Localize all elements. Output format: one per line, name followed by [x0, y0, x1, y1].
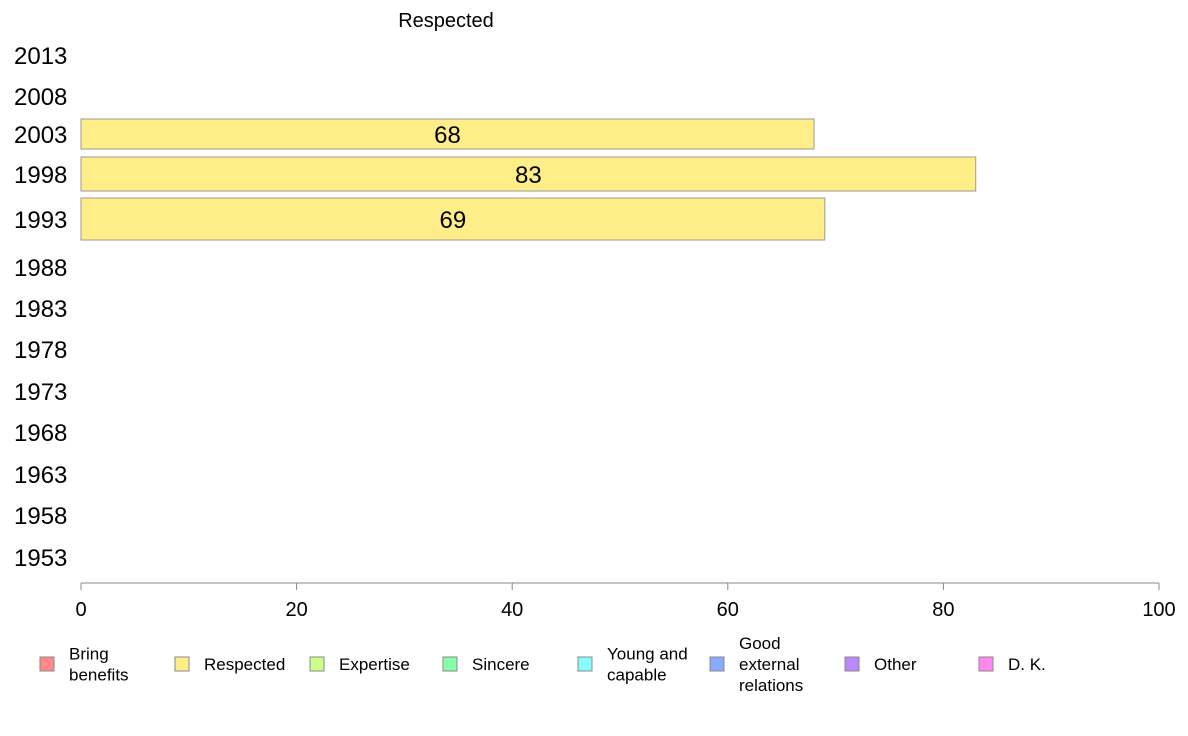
year-label: 1963: [14, 462, 67, 489]
year-label: 1983: [14, 296, 67, 323]
legend-label: Respected: [204, 655, 285, 674]
legend-item: Young and capable: [577, 645, 688, 685]
year-label: 1968: [14, 420, 67, 447]
legend-label: Bring benefits: [69, 645, 129, 685]
legend-swatch: [39, 656, 55, 672]
legend-label-line: Good: [739, 634, 781, 653]
legend-label: Young and capable: [607, 645, 688, 685]
legend-label-line: Expertise: [339, 655, 410, 674]
legend-swatch: [174, 656, 190, 672]
legend-swatch: [577, 656, 593, 672]
legend: Bring benefits Respected Expertise Sincere Yo…: [39, 634, 1046, 695]
year-labels: 2013 2008 2003 1998 1993 1988 1983 1978 1973 1968…: [14, 43, 67, 572]
year-label: 1953: [14, 545, 67, 572]
legend-label: D. K.: [1008, 655, 1046, 674]
legend-item: Good external relations: [709, 634, 803, 695]
legend-label-line: Respected: [204, 655, 285, 674]
year-label: 1978: [14, 337, 67, 364]
legend-swatch: [978, 656, 994, 672]
year-label: 1998: [14, 162, 67, 189]
x-tick-label: 20: [285, 599, 307, 621]
bar-value-label: 69: [440, 207, 467, 234]
legend-label-line: Sincere: [472, 655, 530, 674]
legend-swatch: [709, 656, 725, 672]
legend-item: Other: [844, 655, 917, 674]
bars: 68 83 69: [80, 118, 977, 241]
legend-item: Respected: [174, 655, 285, 674]
legend-label-line: Other: [874, 655, 917, 674]
year-label: 1988: [14, 255, 67, 282]
year-label: 1993: [14, 207, 67, 234]
legend-label: Sincere: [472, 655, 530, 674]
bar-value-label: 83: [515, 162, 542, 189]
legend-label: Expertise: [339, 655, 410, 674]
x-tick-label: 40: [501, 599, 523, 621]
chart-title: Respected: [398, 10, 494, 32]
bar-1993: [80, 197, 826, 241]
legend-label: Good external relations: [739, 634, 803, 695]
year-label: 1973: [14, 379, 67, 406]
legend-swatch: [442, 656, 458, 672]
x-tick-label: 100: [1142, 599, 1175, 621]
legend-label: Other: [874, 655, 917, 674]
bar-value-label: 68: [434, 122, 461, 149]
x-tick-label: 80: [932, 599, 954, 621]
legend-label-line: external: [739, 655, 799, 674]
legend-item: Sincere: [442, 655, 530, 674]
legend-item: Bring benefits: [39, 645, 129, 685]
year-label: 2003: [14, 122, 67, 149]
legend-swatch: [309, 656, 325, 672]
legend-label-line: relations: [739, 676, 803, 695]
legend-item: Expertise: [309, 655, 410, 674]
x-tick-label: 60: [717, 599, 739, 621]
x-axis: 0 20 40 60 80 100: [75, 582, 1176, 621]
bar-2003: [80, 118, 815, 150]
x-tick-label: 0: [75, 599, 86, 621]
bar-1998: [80, 156, 977, 192]
legend-swatch: [844, 656, 860, 672]
year-label: 1958: [14, 503, 67, 530]
legend-item: D. K.: [978, 655, 1046, 674]
legend-label-line: benefits: [69, 666, 129, 685]
year-label: 2008: [14, 84, 67, 111]
legend-label-line: Bring: [69, 645, 109, 664]
legend-label-line: capable: [607, 666, 667, 685]
year-label: 2013: [14, 43, 67, 70]
legend-label-line: D. K.: [1008, 655, 1046, 674]
legend-label-line: Young and: [607, 645, 688, 664]
